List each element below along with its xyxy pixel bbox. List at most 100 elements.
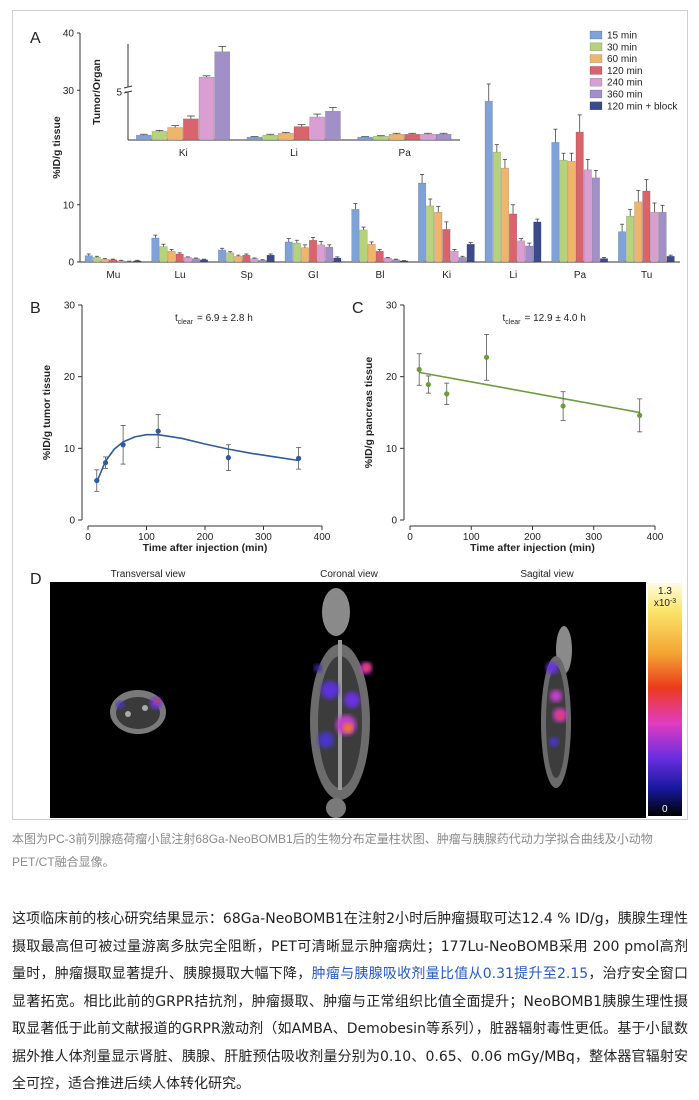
x-tick-label: Lu — [174, 270, 185, 281]
bar — [151, 131, 168, 141]
data-point — [444, 391, 450, 397]
legend-label: 30 min — [607, 42, 637, 53]
data-point — [225, 455, 231, 461]
legend-swatch — [589, 89, 603, 99]
colorbar-min-label: 0 — [662, 804, 668, 815]
x-tick-label: GI — [308, 270, 319, 281]
data-point — [94, 477, 100, 484]
data-point — [560, 403, 566, 409]
bar — [258, 260, 267, 263]
x-axis-title: Time after injection (min) — [470, 542, 595, 554]
transversal-image — [110, 690, 166, 734]
bar — [191, 258, 200, 263]
bar — [234, 256, 243, 263]
bar — [214, 51, 231, 141]
bar — [292, 242, 301, 263]
x-tick-label: Mu — [106, 270, 120, 281]
colorbar — [648, 583, 682, 816]
article-text: 这项临床前的核心研究结果显示：68Ga-NeoBOMB1在注射2小时后肿瘤摄取可… — [12, 911, 688, 982]
bar — [484, 100, 493, 263]
article-text: ，治疗安全窗口显著拓宽。相比此前的GRPR拮抗剂，肿瘤摄取、肿瘤与正常组织比值全… — [12, 966, 689, 1092]
bar — [559, 159, 568, 263]
bar — [434, 211, 443, 263]
data-point — [102, 460, 109, 466]
bar — [250, 258, 259, 263]
bar — [246, 136, 263, 141]
bar — [618, 231, 627, 263]
data-point — [416, 366, 422, 373]
bar — [218, 249, 227, 263]
y-tick-label: 20 — [64, 372, 76, 383]
legend-swatch — [589, 42, 603, 52]
bar — [199, 259, 208, 263]
fit-line — [96, 433, 299, 483]
figure-caption: 本图为PC-3前列腺癌荷瘤小鼠注射68Ga-NeoBOMB1后的生物分布定量柱状… — [12, 832, 653, 869]
bar — [293, 126, 310, 141]
y-axis-title: Tumor/Organ — [91, 59, 103, 125]
panel-letter: D — [30, 571, 42, 588]
x-tick-label: Ki — [179, 148, 188, 159]
article-paragraph: 这项临床前的核心研究结果显示：68Ga-NeoBOMB1在注射2小时后肿瘤摄取可… — [12, 906, 688, 1099]
bar — [309, 116, 326, 141]
legend-label: 15 min — [607, 31, 637, 42]
bar — [300, 247, 309, 263]
bar — [420, 133, 436, 141]
legend-swatch — [589, 66, 603, 75]
x-tick-label: 0 — [85, 532, 91, 543]
bar — [435, 133, 452, 141]
y-tick-label: 10 — [64, 444, 76, 455]
y-tick-label: 0 — [68, 258, 74, 269]
colorbar-unit-base: x10 — [654, 598, 671, 609]
annotation: tclear = 12.9 ± 4.0 h — [503, 313, 586, 326]
bar — [388, 133, 405, 141]
annotation-symbol: t — [503, 313, 506, 324]
article-highlight: 肿瘤与胰腺吸收剂量比值从0.31提升至2.15 — [311, 966, 589, 982]
y-tick-label: 10 — [386, 444, 398, 455]
bar — [278, 133, 294, 141]
bar — [658, 211, 667, 263]
inset-background — [82, 32, 466, 164]
x-tick-label: Sp — [241, 270, 254, 281]
bar — [634, 201, 643, 263]
annotation-symbol: t — [175, 313, 178, 324]
x-tick-label: Pa — [574, 270, 587, 281]
bar — [575, 131, 584, 263]
bar — [533, 221, 542, 263]
fit-line — [419, 371, 640, 414]
figure-frame — [12, 10, 688, 820]
view-label: Transversal view — [111, 569, 186, 580]
x-tick-label: Tu — [641, 270, 652, 281]
annotation-subscript: clear — [505, 319, 521, 326]
data-point — [425, 381, 431, 388]
bar — [351, 209, 360, 263]
x-tick-label: 100 — [138, 532, 155, 543]
bar — [284, 241, 293, 263]
x-tick-label: 200 — [197, 532, 214, 543]
y-axis-title: %ID/g tumor tissue — [41, 365, 53, 460]
bar — [357, 136, 373, 141]
bar — [84, 255, 93, 263]
x-tick-label: Li — [290, 148, 298, 159]
colorbar-unit: x10-3 — [654, 598, 676, 609]
y-tick-label: 30 — [64, 301, 76, 312]
legend-label: 60 min — [607, 54, 637, 65]
bar — [183, 118, 199, 141]
bar — [492, 151, 501, 263]
annotation-text: = 6.9 ± 2.8 h — [197, 313, 253, 324]
y-tick-label: 0 — [69, 516, 75, 527]
bar — [266, 254, 275, 263]
bar — [375, 250, 384, 263]
bar — [591, 177, 600, 263]
y-tick-label: 20 — [386, 372, 398, 383]
bar — [642, 190, 651, 263]
bar — [373, 135, 389, 141]
x-tick-label: Ki — [442, 270, 451, 281]
bar — [333, 257, 342, 263]
legend-swatch — [589, 101, 603, 111]
bar — [367, 244, 376, 263]
panel-letter: B — [30, 300, 41, 317]
bar — [650, 211, 659, 263]
legend-label: 240 min — [607, 78, 643, 89]
